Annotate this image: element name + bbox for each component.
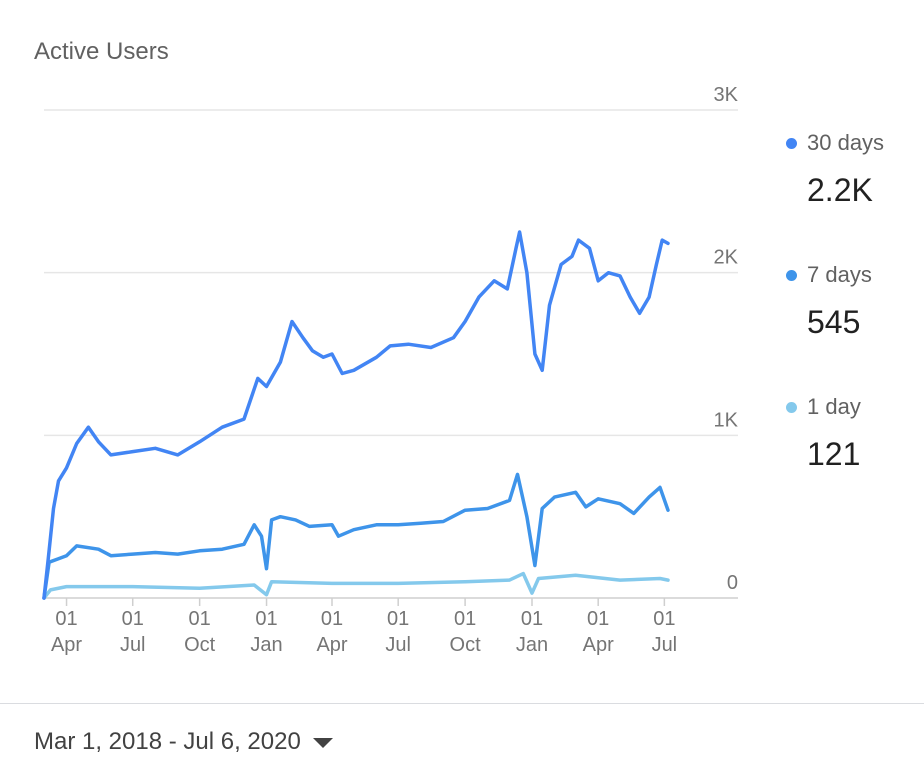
x-tick-month: Jul [120,634,146,656]
x-tick-month: Jan [516,634,548,656]
card-title: Active Users [34,38,169,65]
footer-divider [0,703,924,704]
legend-dot-1-day [786,401,797,413]
x-tick-day: 01 [321,608,343,630]
x-tick-month: Apr [316,634,347,656]
y-tick-label: 1K [714,409,739,431]
caret-down-icon [312,738,333,748]
x-axis-ticks: 01 Apr 01 Jul 01 Oct 01 Jan 01 Apr 01 Jul 01 Oct 01 Jan… [51,598,677,656]
x-tick-day: 01 [55,608,77,630]
legend-dot-7-days [786,269,797,281]
legend-value-7-days: 545 [807,304,861,340]
x-tick-day: 01 [587,608,609,630]
legend-item-1-day[interactable]: 1 day 121 [786,394,861,473]
y-tick-label: 2K [714,247,739,269]
y-tick-label: 0 [727,572,738,594]
y-axis-ticks: 0 1K 2K 3K [714,84,739,594]
y-tick-label: 3K [714,84,739,106]
date-range-selector[interactable]: Mar 1, 2018 - Jul 6, 2020 [34,728,333,756]
legend-item-30-days[interactable]: 30 days 2.2K [786,130,884,209]
x-tick-month: Jul [385,634,411,656]
legend-dot-30-days [786,137,797,149]
date-range-label: Mar 1, 2018 - Jul 6, 2020 [34,728,301,755]
legend-label-7-days: 7 days [807,262,872,287]
x-tick-day: 01 [653,608,675,630]
x-tick-month: Apr [51,634,82,656]
x-tick-day: 01 [122,608,144,630]
x-tick-day: 01 [454,608,476,630]
series-line-30-days [42,230,670,600]
x-tick-month: Jul [652,634,678,656]
legend-label-30-days: 30 days [807,130,885,155]
legend-value-30-days: 2.2K [807,172,873,208]
legend-label-1-day: 1 day [807,394,861,419]
x-tick-month: Oct [184,634,216,656]
x-tick-day: 01 [255,608,277,630]
x-tick-day: 01 [387,608,409,630]
legend-value-1-day: 121 [807,436,861,472]
legend-item-7-days[interactable]: 7 days 545 [786,262,872,341]
x-tick-month: Apr [583,634,614,656]
x-tick-month: Oct [450,634,482,656]
grid-lines [44,109,738,599]
x-tick-day: 01 [189,608,211,630]
series-line-7-days [42,472,670,600]
x-tick-day: 01 [521,608,543,630]
x-tick-month: Jan [250,634,282,656]
series-lines [42,230,670,600]
series-line-1-day [42,571,670,600]
